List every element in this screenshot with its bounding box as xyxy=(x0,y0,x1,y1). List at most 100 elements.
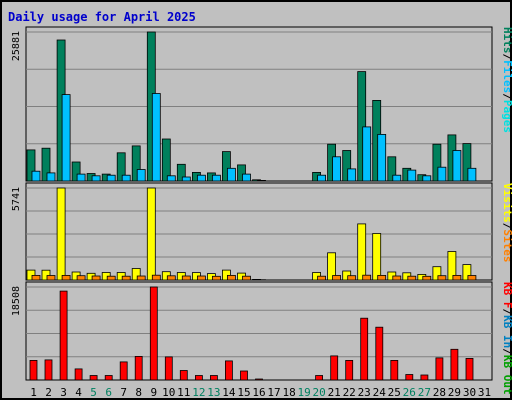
panel-bottom-area xyxy=(26,282,492,380)
bar-files-day-27 xyxy=(423,176,431,181)
bar-files-day-21 xyxy=(333,157,341,181)
legend-part: Visits xyxy=(501,183,512,223)
bar-kb-f-day-16 xyxy=(256,379,263,380)
panel-middle-ymax-label: 5741 xyxy=(11,187,22,211)
bar-visits-day-3 xyxy=(57,188,65,280)
legend-part: KB Out xyxy=(501,355,512,395)
bar-visits-day-23 xyxy=(358,224,366,280)
bar-files-day-4 xyxy=(77,174,85,181)
bar-files-day-20 xyxy=(318,175,326,181)
x-tick-day-31: 31 xyxy=(478,386,491,399)
bar-kb-f-day-20 xyxy=(316,376,323,381)
bar-files-day-16 xyxy=(258,180,266,181)
bar-sites-day-13 xyxy=(212,276,220,280)
x-tick-day-27: 27 xyxy=(418,386,431,399)
x-tick-day-9: 9 xyxy=(150,386,157,399)
bar-kb-f-day-2 xyxy=(45,360,52,380)
chart-title: Daily usage for April 2025 xyxy=(8,10,196,24)
bar-kb-f-day-6 xyxy=(105,376,112,381)
bar-sites-day-20 xyxy=(318,276,326,280)
x-tick-day-7: 7 xyxy=(120,386,127,399)
bar-sites-day-4 xyxy=(77,276,85,280)
x-tick-day-21: 21 xyxy=(328,386,341,399)
x-tick-day-25: 25 xyxy=(388,386,401,399)
x-tick-day-17: 17 xyxy=(267,386,280,399)
bar-kb-f-day-9 xyxy=(150,287,157,380)
bar-sites-day-2 xyxy=(47,276,55,281)
panel-top-area xyxy=(26,27,492,181)
bar-files-day-26 xyxy=(408,170,416,181)
x-tick-day-22: 22 xyxy=(343,386,356,399)
x-tick-day-2: 2 xyxy=(45,386,52,399)
bar-kb-f-day-15 xyxy=(241,371,248,380)
legend-part: Hits xyxy=(501,27,512,54)
x-tick-day-6: 6 xyxy=(105,386,112,399)
bar-kb-f-day-28 xyxy=(436,358,443,380)
x-tick-day-5: 5 xyxy=(90,386,97,399)
bar-files-day-30 xyxy=(468,168,476,181)
chart-panels: 25881Hits/Files/Pages5741Visits/Sites185… xyxy=(11,27,512,395)
bar-files-day-5 xyxy=(92,176,100,181)
bar-kb-f-day-14 xyxy=(225,361,232,380)
x-tick-day-12: 12 xyxy=(192,386,205,399)
x-tick-day-26: 26 xyxy=(403,386,416,399)
bar-files-day-7 xyxy=(122,175,130,181)
legend-part: Pages xyxy=(501,100,512,133)
bar-files-day-22 xyxy=(348,169,356,181)
bar-files-day-3 xyxy=(62,95,70,181)
bar-files-day-6 xyxy=(107,175,115,181)
panel-bottom-legend: KB F/KB In/KB Out xyxy=(501,282,512,395)
bar-kb-f-day-22 xyxy=(346,360,353,380)
bar-hits-day-10 xyxy=(162,139,170,181)
bar-kb-f-day-7 xyxy=(120,362,127,380)
bar-files-day-28 xyxy=(438,167,446,181)
bar-kb-f-day-13 xyxy=(210,376,217,381)
bar-kb-f-day-4 xyxy=(75,369,82,380)
x-tick-day-14: 14 xyxy=(222,386,236,399)
bar-files-day-10 xyxy=(167,176,175,181)
bar-kb-f-day-21 xyxy=(331,356,338,380)
bar-kb-f-day-5 xyxy=(90,376,97,381)
x-tick-day-15: 15 xyxy=(237,386,250,399)
x-tick-day-3: 3 xyxy=(60,386,67,399)
bar-sites-day-6 xyxy=(107,276,115,280)
bar-kb-f-day-10 xyxy=(165,357,172,380)
x-tick-day-19: 19 xyxy=(297,386,310,399)
bar-sites-day-24 xyxy=(378,275,386,280)
bar-kb-f-day-12 xyxy=(195,376,202,381)
bar-kb-f-day-25 xyxy=(391,360,398,380)
legend-part: KB F xyxy=(501,282,512,309)
x-tick-day-24: 24 xyxy=(373,386,387,399)
bar-kb-f-day-11 xyxy=(180,371,187,381)
bar-sites-day-23 xyxy=(363,275,371,280)
x-tick-day-10: 10 xyxy=(162,386,175,399)
bar-files-day-29 xyxy=(453,151,461,182)
x-tick-day-1: 1 xyxy=(30,386,37,399)
bar-sites-day-28 xyxy=(438,276,446,280)
bar-sites-day-3 xyxy=(62,275,70,280)
bar-sites-day-5 xyxy=(92,276,100,280)
bar-visits-day-9 xyxy=(147,188,155,280)
bar-sites-day-25 xyxy=(393,276,401,280)
legend-part: Sites xyxy=(501,229,512,262)
panel-top-legend: Hits/Files/Pages xyxy=(501,27,512,133)
bar-kb-f-day-3 xyxy=(60,291,67,380)
bar-kb-f-day-29 xyxy=(451,349,458,380)
panel-middle-area xyxy=(26,183,492,280)
bar-sites-day-12 xyxy=(197,276,205,280)
bar-sites-day-22 xyxy=(348,276,356,280)
bar-sites-day-26 xyxy=(408,276,416,280)
bar-kb-f-day-8 xyxy=(135,356,142,380)
bar-files-day-2 xyxy=(47,173,55,181)
x-tick-day-13: 13 xyxy=(207,386,220,399)
x-tick-day-28: 28 xyxy=(433,386,446,399)
bar-sites-day-30 xyxy=(468,276,476,281)
bar-kb-f-day-23 xyxy=(361,318,368,380)
x-tick-day-11: 11 xyxy=(177,386,190,399)
bar-kb-f-day-26 xyxy=(406,375,413,381)
